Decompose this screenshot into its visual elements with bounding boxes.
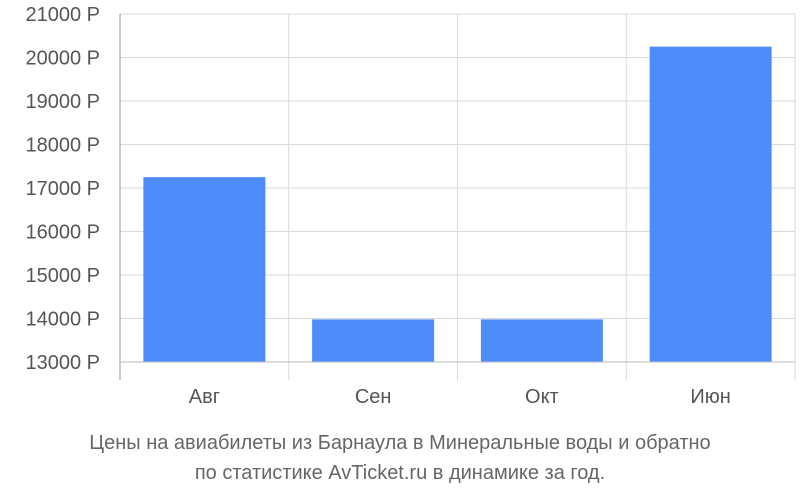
y-tick-label: 19000 Р <box>25 91 100 113</box>
y-tick-label: 14000 Р <box>25 309 100 331</box>
y-tick-labels: 13000 Р 14000 Р 15000 Р 16000 Р 17000 Р 18000… <box>25 4 100 374</box>
y-tick-label: 21000 Р <box>25 4 100 26</box>
bar-2 <box>312 319 435 362</box>
bar-4 <box>649 46 772 362</box>
bars <box>143 46 772 362</box>
x-tick-label: Сен <box>355 386 392 408</box>
x-tick-label: Окт <box>525 386 559 408</box>
grid-lines <box>119 13 796 380</box>
y-tick-label: 20000 Р <box>25 48 100 70</box>
y-tick-label: 17000 Р <box>25 178 100 200</box>
caption-line-2: по статистике AvTicket.ru в динамике за … <box>194 462 606 484</box>
caption-line-1: Цены на авиабилеты из Барнаула в Минерал… <box>89 432 711 454</box>
bar-chart: 13000 Р 14000 Р 15000 Р 16000 Р 17000 Р 18000… <box>25 4 796 408</box>
x-tick-labels: Авг Сен Окт Июн <box>189 386 731 408</box>
y-tick-label: 13000 Р <box>25 352 100 374</box>
y-tick-label: 15000 Р <box>25 265 100 287</box>
axes <box>119 14 795 380</box>
y-tick-label: 18000 Р <box>25 135 100 157</box>
x-tick-label: Авг <box>189 386 220 408</box>
chart-caption: Цены на авиабилеты из Барнаула в Минерал… <box>0 428 800 488</box>
y-tick-label: 16000 Р <box>25 222 100 244</box>
bar-1 <box>143 177 266 362</box>
bar-3 <box>480 319 603 362</box>
x-tick-label: Июн <box>690 386 730 408</box>
